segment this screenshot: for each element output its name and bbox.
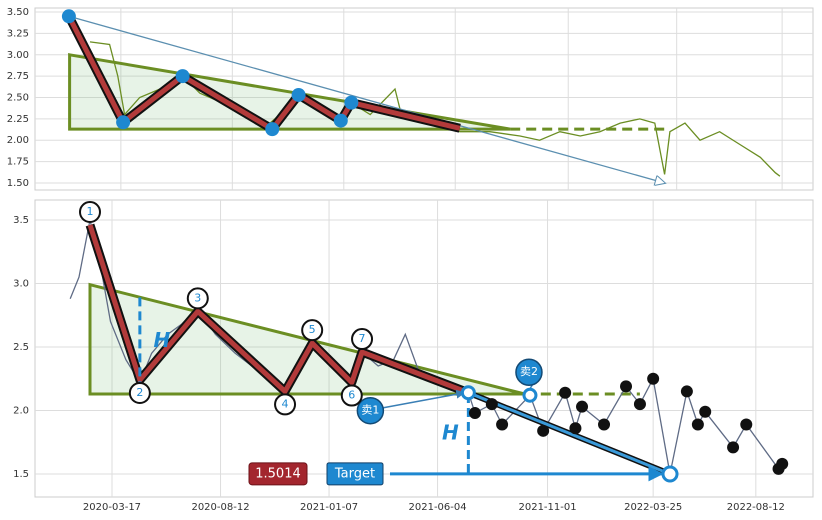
swing-point [468, 407, 481, 420]
y-tick-label: 1.5 [13, 469, 29, 480]
swing-point [647, 372, 660, 385]
swing-point [727, 441, 740, 454]
pivot-label: 3 [194, 291, 201, 304]
y-tick-label: 2.0 [13, 405, 29, 416]
pivot-label: 5 [309, 323, 316, 336]
x-tick-label: 2021-01-07 [300, 502, 358, 513]
pivot-label: 1 [86, 205, 93, 218]
drop-line [467, 391, 671, 476]
target-label: Target [334, 466, 375, 481]
y-tick-label: 2.75 [7, 71, 29, 82]
x-tick-label: 2021-11-01 [518, 502, 576, 513]
sell-point [460, 385, 476, 401]
swing-point [559, 386, 572, 399]
pivot-label: 7 [359, 332, 366, 345]
y-tick-label: 2.00 [7, 135, 29, 146]
pivot-dot [333, 113, 348, 128]
swing-point [633, 398, 646, 411]
swing-point [699, 405, 712, 418]
swing-point [776, 457, 789, 470]
pivot-marker [78, 201, 101, 224]
trend-arrow [68, 15, 665, 183]
pivot-marker [351, 328, 374, 351]
x-tick-label: 2020-08-12 [191, 502, 249, 513]
sell-pointer [383, 389, 466, 409]
pivot-dot [61, 9, 76, 24]
pivot-marker [340, 384, 363, 407]
x-tick-label: 2021-06-04 [409, 502, 467, 513]
drop-end [661, 465, 679, 483]
pivot-label: 6 [348, 389, 355, 402]
swing-point [485, 398, 498, 411]
pivot-dot [116, 115, 131, 130]
swing-point [680, 385, 693, 398]
pivot-label: 2 [136, 386, 143, 399]
y-tick-label: 1.75 [7, 157, 29, 168]
target-box [326, 462, 384, 486]
pivot-dot [175, 69, 190, 84]
target-value: 1.5014 [255, 466, 301, 481]
pivot-marker [128, 382, 151, 405]
pivot-dot [265, 122, 280, 137]
swing-point [620, 380, 633, 393]
x-tick-label: 2020-03-17 [83, 502, 141, 513]
pivot-label: 4 [282, 397, 289, 410]
swing-point [598, 418, 611, 431]
h-label: H [153, 328, 170, 352]
y-tick-label: 1.50 [7, 178, 29, 189]
y-tick-label: 2.25 [7, 114, 29, 125]
x-tick-label: 2022-03-25 [624, 502, 682, 513]
y-tick-label: 3.50 [7, 7, 29, 18]
target-value-box [248, 462, 308, 486]
pattern-line [87, 224, 470, 396]
swing-point [569, 422, 582, 435]
sell-badge [356, 396, 385, 425]
x-tick-label: 2022-08-12 [727, 502, 785, 513]
swing-point [691, 418, 704, 431]
pivot-dot [291, 87, 306, 102]
pivot-marker [186, 287, 209, 310]
swing-point [537, 424, 550, 437]
y-tick-label: 3.25 [7, 28, 29, 39]
swing-point [496, 418, 509, 431]
y-tick-label: 3.0 [13, 278, 29, 289]
swing-point [576, 400, 589, 413]
price-line [69, 219, 783, 475]
sell-badge [515, 358, 543, 386]
y-tick-label: 2.5 [13, 342, 29, 353]
pivot-marker [274, 393, 297, 416]
sell-point [522, 387, 538, 403]
h-label: H [442, 420, 459, 444]
pivot-dot [344, 95, 359, 110]
y-tick-label: 3.5 [13, 215, 29, 226]
pivot-marker [301, 319, 324, 342]
swing-point [740, 418, 753, 431]
sell-label: 卖1 [361, 404, 379, 417]
y-tick-label: 2.50 [7, 93, 29, 104]
panel [34, 7, 814, 191]
sell-label: 卖2 [520, 365, 538, 378]
y-tick-label: 3.00 [7, 50, 29, 61]
